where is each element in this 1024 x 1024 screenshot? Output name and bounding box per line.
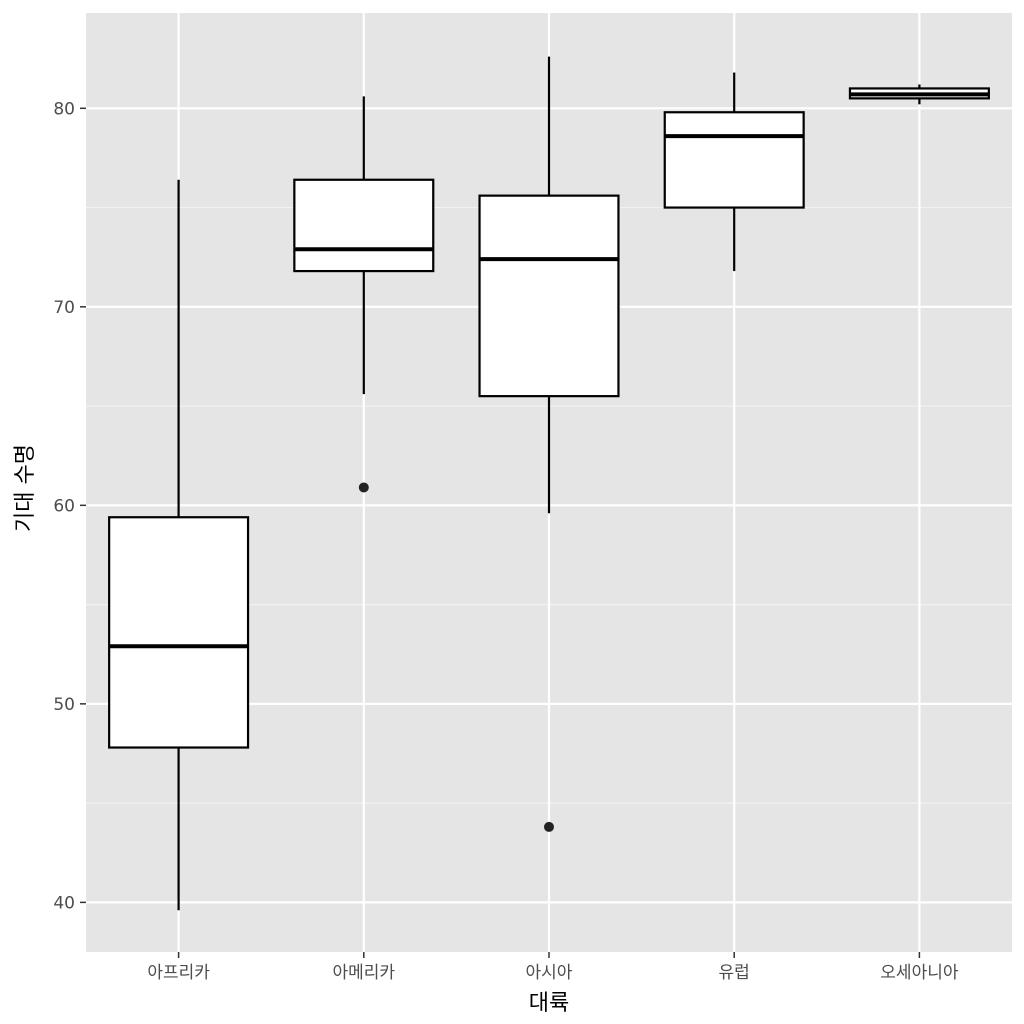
box-유럽 bbox=[663, 72, 805, 272]
x-tick-label: 유럽 bbox=[719, 963, 750, 983]
box-iqr bbox=[663, 111, 805, 209]
box-아메리카 bbox=[293, 96, 435, 493]
x-axis-title: 대륙 bbox=[529, 991, 569, 1016]
outlier-point bbox=[544, 821, 554, 832]
x-tick-label: 아프리카 bbox=[147, 963, 210, 983]
box-iqr bbox=[293, 178, 435, 273]
y-tick-label: 50 bbox=[53, 695, 75, 715]
boxes-layer bbox=[108, 56, 990, 911]
y-tick-label: 70 bbox=[53, 298, 75, 318]
outlier-point bbox=[358, 482, 369, 493]
box-아시아 bbox=[478, 56, 620, 832]
y-axis: 40 50 60 70 80 bbox=[53, 99, 86, 913]
x-axis: 아프리카 아메리카 아시아 유럽 오세아니아 bbox=[147, 952, 959, 983]
y-axis-title: 기대 수명 bbox=[13, 444, 38, 532]
box-iqr bbox=[108, 516, 250, 749]
box-아프리카 bbox=[108, 179, 250, 911]
y-tick-label: 80 bbox=[53, 99, 75, 119]
box-iqr bbox=[478, 194, 620, 398]
y-tick-label: 60 bbox=[53, 496, 75, 516]
x-tick-label: 오세아니아 bbox=[880, 963, 959, 983]
box-오세아니아 bbox=[848, 84, 990, 105]
x-tick-label: 아시아 bbox=[526, 963, 573, 983]
x-tick-label: 아메리카 bbox=[333, 963, 396, 983]
y-tick-label: 40 bbox=[53, 893, 75, 913]
